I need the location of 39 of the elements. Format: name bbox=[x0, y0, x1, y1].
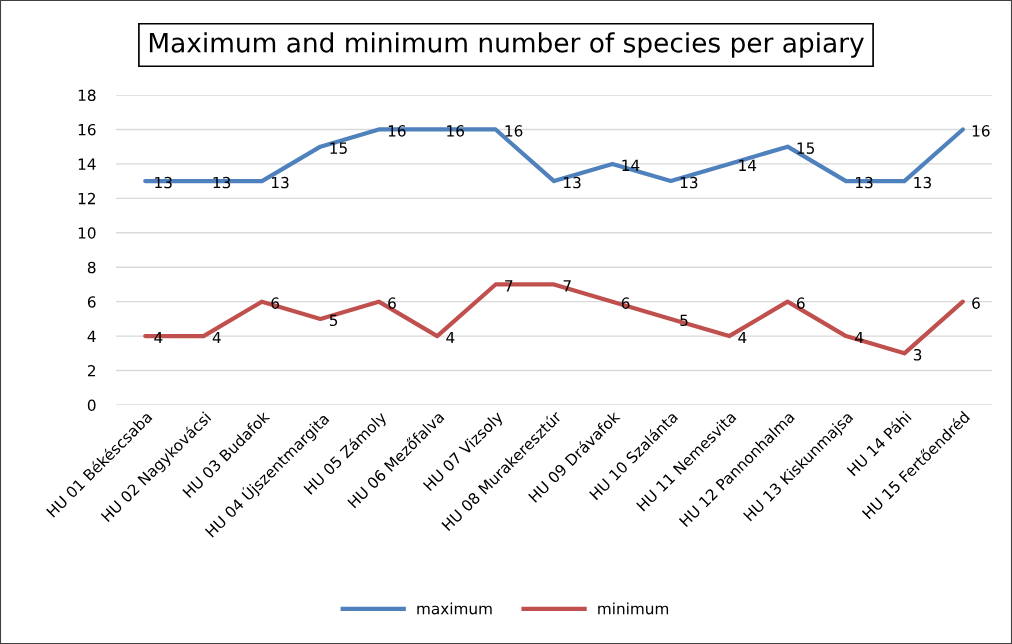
data-label: 6 bbox=[271, 297, 280, 309]
data-label: 6 bbox=[621, 297, 630, 309]
y-tick-label: 16 bbox=[78, 123, 96, 136]
data-label: 7 bbox=[563, 280, 571, 292]
data-label: 13 bbox=[155, 176, 172, 189]
data-label: 16 bbox=[505, 125, 523, 137]
data-label: 13 bbox=[272, 176, 289, 189]
data-label: 13 bbox=[564, 176, 581, 189]
chart-title: Maximum and minimum number of species per apiary bbox=[149, 32, 864, 58]
data-label: 14 bbox=[739, 159, 757, 171]
data-label: 16 bbox=[388, 125, 406, 137]
data-label: 13 bbox=[856, 176, 873, 189]
data-label: 13 bbox=[213, 176, 231, 189]
y-tick-label: 12 bbox=[78, 192, 96, 205]
y-tick-label: 14 bbox=[78, 158, 96, 170]
legend-label: maximum bbox=[417, 602, 492, 615]
y-tick-label: 4 bbox=[87, 330, 96, 342]
data-label: 13 bbox=[680, 176, 698, 189]
data-label: 4 bbox=[738, 331, 747, 344]
data-label: 3 bbox=[913, 348, 922, 361]
data-label: 4 bbox=[154, 331, 163, 344]
y-tick-label: 10 bbox=[78, 227, 96, 239]
data-label: 15 bbox=[330, 142, 347, 154]
data-label: 5 bbox=[329, 314, 338, 327]
data-label: 4 bbox=[212, 331, 221, 344]
data-label: 6 bbox=[388, 297, 396, 309]
data-label: 6 bbox=[797, 297, 805, 309]
data-label: 13 bbox=[914, 176, 931, 189]
data-label: 4 bbox=[446, 331, 455, 344]
legend-label: minimum bbox=[598, 602, 669, 615]
y-tick-label: 0 bbox=[87, 399, 96, 412]
y-tick-label: 6 bbox=[87, 296, 96, 308]
data-label: 6 bbox=[972, 297, 980, 309]
data-label: 15 bbox=[797, 142, 815, 154]
y-tick-label: 8 bbox=[87, 261, 96, 274]
y-tick-label: 18 bbox=[78, 89, 96, 102]
data-label: 16 bbox=[447, 125, 465, 137]
y-tick-label: 2 bbox=[87, 365, 96, 377]
data-label: 16 bbox=[972, 125, 990, 137]
